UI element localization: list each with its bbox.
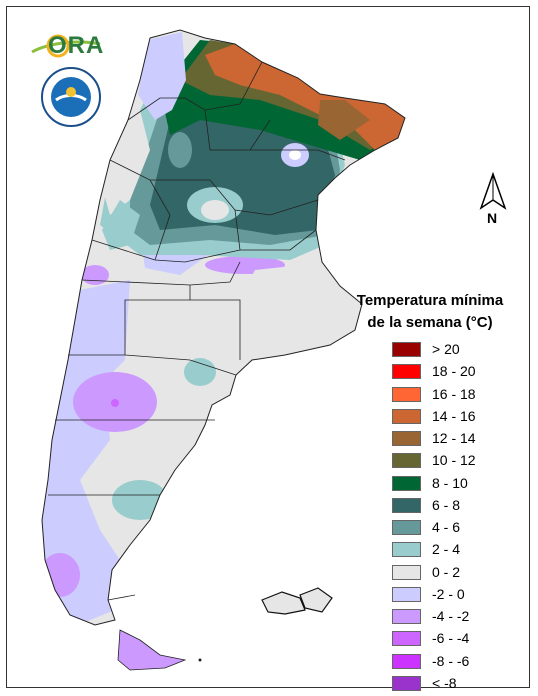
legend-label: 10 - 12 [432, 452, 476, 469]
legend-swatch [392, 586, 421, 602]
legend-label: 0 - 2 [432, 563, 461, 580]
legend-swatch [392, 497, 421, 513]
legend-label: -2 - 0 [432, 585, 465, 602]
legend-item: 6 - 8 [392, 496, 520, 516]
legend-item: -4 - -2 [392, 607, 520, 627]
legend-label: > 20 [432, 341, 460, 357]
legend-swatch [392, 475, 421, 491]
ora-logo-text: ORA [48, 32, 105, 59]
legend-swatch [392, 453, 421, 469]
legend-item: < -8 [392, 674, 520, 694]
legend-swatch [392, 609, 421, 624]
malvinas-islands [261, 587, 333, 615]
legend-label: 6 - 8 [432, 496, 461, 513]
legend-swatch [392, 364, 421, 380]
legend: Temperatura mínima de la semana (°C) > 2… [340, 290, 520, 696]
legend-label: 2 - 4 [432, 541, 461, 558]
legend-swatch [392, 386, 421, 402]
north-arrow: N [478, 171, 508, 230]
legend-label: -6 - -4 [432, 630, 470, 647]
ora-logo: ORA [30, 30, 110, 64]
legend-item: -8 - -6 [392, 652, 520, 672]
legend-item: 10 - 12 [392, 451, 520, 471]
legend-swatch [392, 520, 421, 535]
legend-label: < -8 [432, 674, 457, 691]
legend-title: Temperatura mínima de la semana (°C) [340, 290, 520, 334]
legend-label: 18 - 20 [432, 363, 476, 380]
legend-swatch [392, 653, 421, 669]
legend-item: 16 - 18 [392, 385, 520, 405]
legend-swatch [392, 675, 421, 691]
legend-item: 12 - 14 [392, 429, 520, 449]
legend-title-line2: de la semana (°C) [367, 314, 493, 331]
legend-swatch [392, 542, 421, 558]
north-arrow-icon [479, 171, 507, 210]
legend-label: 8 - 10 [432, 474, 468, 491]
ora-swoosh-icon [31, 34, 101, 58]
legend-label: 16 - 18 [432, 385, 476, 402]
legend-rows: > 20 18 - 20 16 - 18 14 - 16 12 - 14 10 - 12 8… [340, 340, 520, 694]
map-frame [6, 6, 530, 688]
legend-swatch [392, 564, 421, 580]
legend-item: 4 - 6 [392, 518, 520, 538]
legend-item: > 20 [392, 340, 520, 360]
legend-label: 12 - 14 [432, 430, 476, 446]
argentina-outline [41, 29, 406, 626]
north-label: N [487, 210, 498, 226]
legend-item: -6 - -4 [392, 629, 520, 649]
legend-item: 8 - 10 [392, 474, 520, 494]
temperature-zones [42, 32, 405, 625]
legend-swatch [392, 431, 421, 446]
smn-emblem-icon [41, 67, 101, 127]
legend-item: 14 - 16 [392, 407, 520, 427]
legend-item: -2 - 0 [392, 585, 520, 605]
tierra-del-fuego [117, 629, 187, 671]
province-borders [48, 61, 346, 601]
legend-title-line1: Temperatura mínima [356, 292, 504, 309]
legend-swatch [392, 342, 421, 357]
legend-swatch [392, 631, 421, 647]
legend-item: 2 - 4 [392, 540, 520, 560]
legend-label: 4 - 6 [432, 519, 461, 535]
legend-item: 18 - 20 [392, 362, 520, 382]
legend-label: -4 - -2 [432, 608, 470, 624]
legend-item: 0 - 2 [392, 563, 520, 583]
legend-label: -8 - -6 [432, 652, 470, 669]
legend-label: 14 - 16 [432, 407, 476, 424]
legend-swatch [392, 408, 421, 424]
smn-logo [40, 66, 102, 128]
